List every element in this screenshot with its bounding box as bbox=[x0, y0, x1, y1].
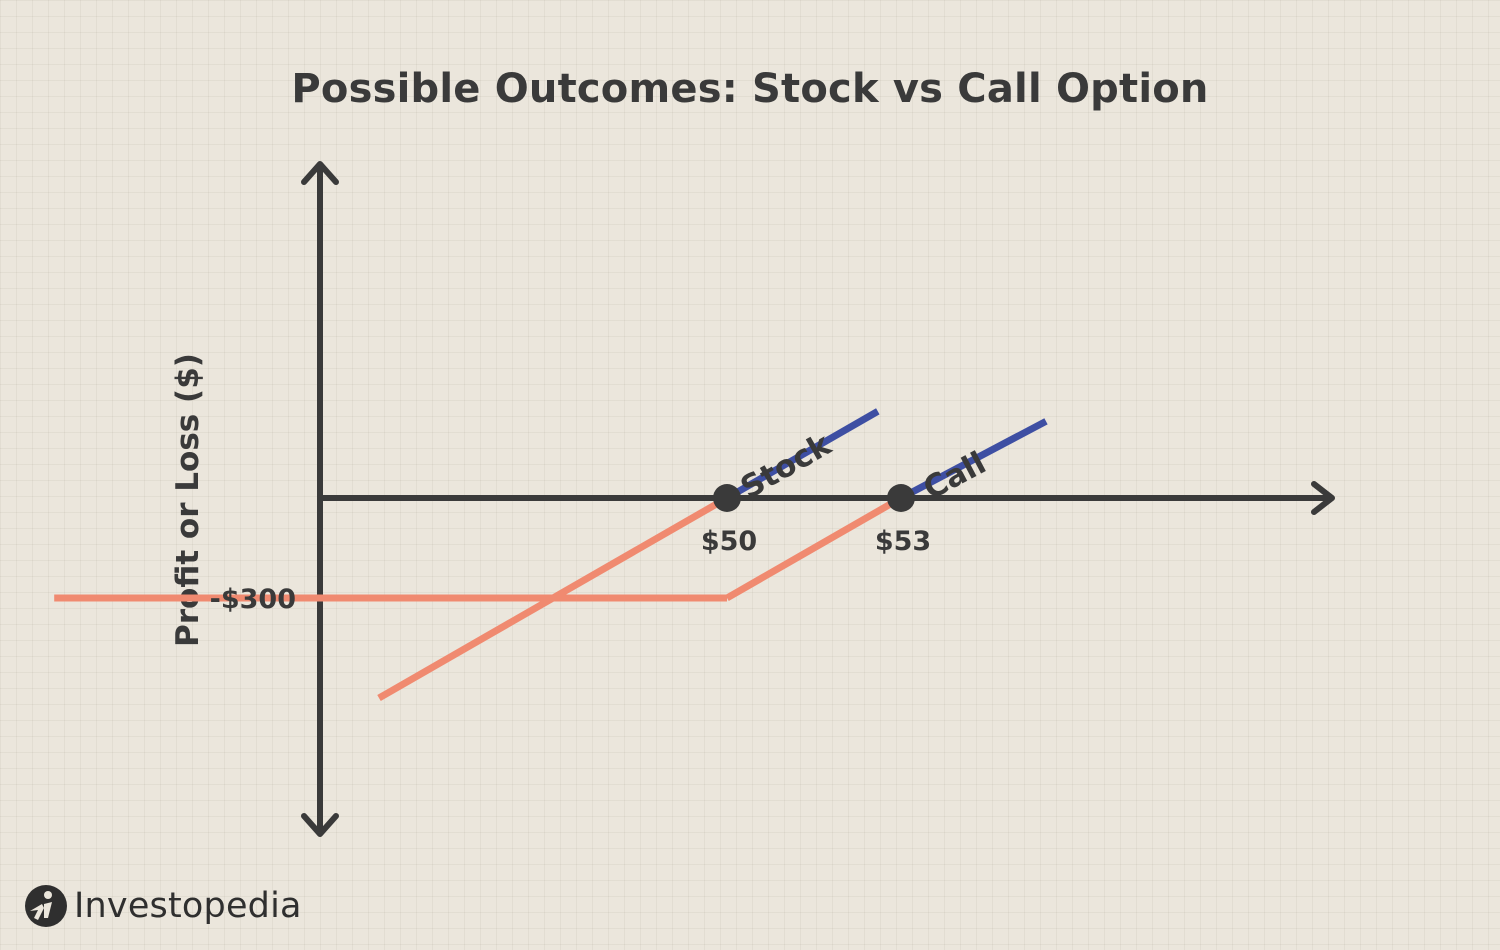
brand-logo: Investopedia bbox=[24, 884, 302, 928]
series-group bbox=[54, 408, 1048, 702]
y-axis-arrow-up bbox=[301, 161, 339, 185]
call-loss-line bbox=[54, 494, 903, 602]
x-marker-label: $53 bbox=[875, 526, 931, 557]
stock-profit-line bbox=[725, 408, 880, 502]
investopedia-logo-icon bbox=[25, 885, 67, 927]
chart-title: Possible Outcomes: Stock vs Call Option bbox=[291, 66, 1209, 112]
axes bbox=[301, 161, 1335, 837]
x-marker-label: $50 bbox=[701, 526, 757, 557]
call-profit-line bbox=[899, 418, 1048, 502]
y-tick-label: -$300 bbox=[210, 584, 296, 615]
breakeven-dot bbox=[713, 484, 741, 512]
markers-group bbox=[713, 484, 915, 512]
brand-name: Investopedia bbox=[74, 886, 302, 926]
y-axis-arrow-down bbox=[301, 813, 339, 837]
x-axis-arrow bbox=[1311, 481, 1335, 515]
breakeven-dot bbox=[887, 484, 915, 512]
series-label-stock: Stock bbox=[735, 426, 839, 506]
